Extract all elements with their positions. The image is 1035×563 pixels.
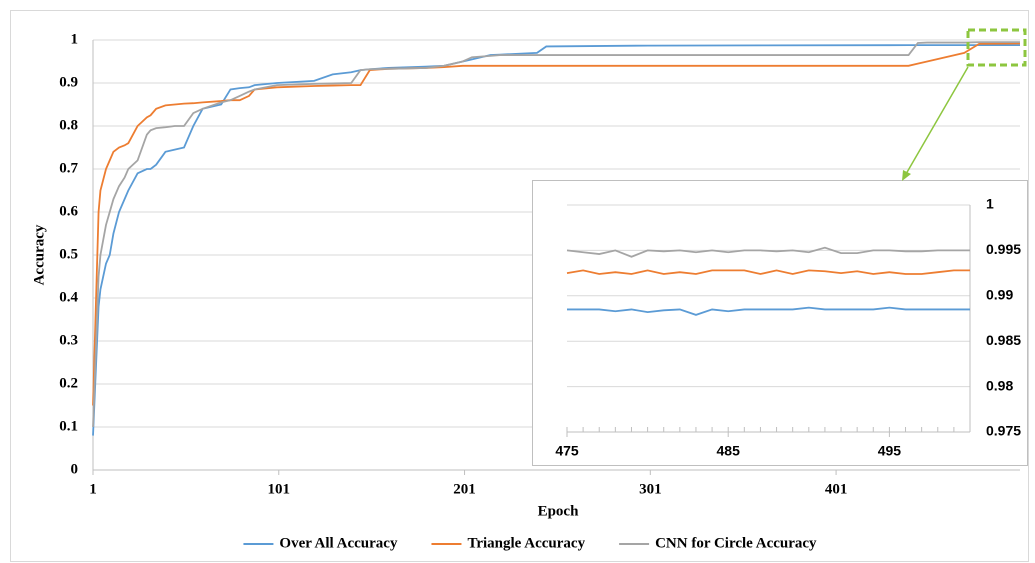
- y-tick-label: 0.4: [59, 289, 78, 305]
- y-tick-label: 0.9: [59, 74, 78, 90]
- zoom-arrowhead: [902, 170, 911, 181]
- x-tick-label: 1: [89, 481, 97, 497]
- legend-label: Over All Accuracy: [279, 535, 398, 551]
- inset-frame: [532, 180, 1028, 466]
- x-tick-label: 485: [717, 443, 741, 459]
- x-tick-label: 495: [878, 443, 902, 459]
- legend: Over All Accuracy Triangle Accuracy CNN fo…: [243, 535, 817, 551]
- x-tick-label: 475: [555, 443, 579, 459]
- series-line: [92, 41, 1020, 428]
- x-tick-label: 301: [639, 481, 662, 497]
- x-tick-label: 101: [268, 481, 291, 497]
- series-line: [566, 269, 970, 275]
- y-tick-label: 0: [71, 461, 79, 477]
- x-tick-label: 201: [453, 481, 476, 497]
- legend-label: Triangle Accuracy: [467, 535, 585, 551]
- y-tick-label: 0.3: [59, 332, 78, 348]
- y-tick-label: 0.975: [986, 423, 1021, 439]
- y-tick-label: 0.2: [59, 375, 78, 391]
- x-tick-label: 401: [825, 481, 848, 497]
- zoom-box: [966, 28, 1027, 67]
- y-tick-label: 1: [986, 196, 994, 212]
- series-line: [567, 306, 970, 316]
- inset-plot: 0.975 0.98 0.985 0.99 0.995 1 475 485 495: [555, 196, 1021, 459]
- y-axis-label: Accuracy: [31, 224, 47, 285]
- y-tick-label: 0.8: [59, 117, 78, 133]
- x-axis-label: Epoch: [538, 503, 580, 519]
- y-tick-label: 0.99: [986, 287, 1013, 303]
- y-tick-label: 1: [71, 31, 79, 47]
- chart-border: [10, 10, 1029, 562]
- zoom-arrow: [905, 66, 969, 175]
- y-tick-label: 0.7: [59, 160, 78, 176]
- y-tick-label: 0.1: [59, 418, 78, 434]
- y-tick-label: 0.98: [986, 377, 1013, 393]
- series-line: [92, 44, 1020, 436]
- series-line: [566, 246, 970, 258]
- y-tick-label: 0.6: [59, 203, 78, 219]
- y-tick-label: 0.995: [986, 241, 1021, 257]
- legend-label: CNN for Circle Accuracy: [655, 535, 817, 551]
- y-tick-label: 0.985: [986, 332, 1021, 348]
- y-tick-label: 0.5: [59, 246, 78, 262]
